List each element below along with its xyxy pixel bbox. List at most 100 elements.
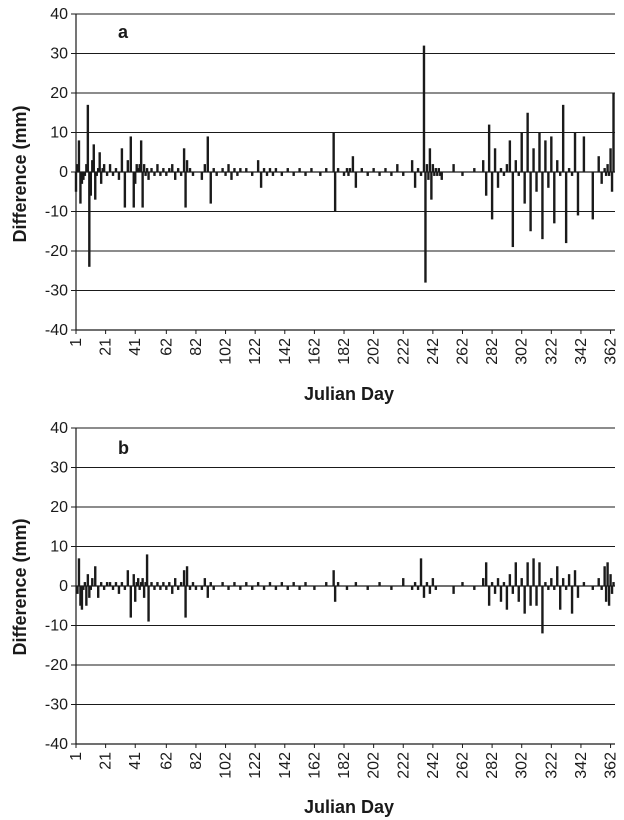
bar-b	[416, 586, 420, 590]
bar-a	[431, 164, 435, 172]
bar-b	[120, 582, 124, 586]
bar-a	[439, 172, 442, 176]
bar-a	[176, 168, 180, 172]
bar-b	[473, 586, 476, 590]
x-tick-label-b: 41	[127, 752, 144, 770]
bar-b	[410, 586, 414, 590]
bar-a	[424, 172, 427, 283]
bar-b	[573, 570, 577, 586]
bar-a	[212, 168, 215, 172]
bar-b	[99, 582, 103, 586]
bar-b	[221, 582, 224, 586]
bar-a	[437, 168, 440, 172]
bar-b	[97, 586, 100, 598]
bar-b	[511, 586, 515, 594]
bar-a	[490, 172, 494, 220]
bar-b	[245, 582, 248, 586]
bar-a	[351, 156, 355, 172]
bar-a	[511, 172, 515, 248]
bar-b	[520, 578, 523, 586]
bar-b	[179, 582, 183, 586]
bar-b	[191, 582, 195, 586]
bar-b	[134, 586, 137, 602]
bar-a	[224, 172, 227, 176]
bar-b	[434, 586, 438, 590]
y-tick-label-b: 10	[50, 539, 68, 556]
bar-b	[298, 586, 301, 590]
bar-a	[487, 124, 491, 172]
bar-a	[101, 168, 104, 172]
bar-a	[378, 172, 381, 176]
bar-b	[144, 582, 147, 586]
bar-a	[550, 136, 553, 172]
bar-a	[360, 168, 363, 172]
bar-a	[556, 160, 559, 172]
bar-b	[77, 558, 81, 586]
x-tick-label-a: 122	[247, 338, 264, 365]
bar-a	[390, 172, 393, 176]
bar-a	[184, 172, 187, 208]
bar-a	[440, 172, 443, 180]
bar-a	[171, 164, 174, 172]
bar-b	[114, 582, 118, 586]
bar-a	[520, 132, 523, 172]
bar-a	[354, 172, 358, 188]
bar-a	[508, 140, 512, 172]
bar-b	[570, 586, 574, 614]
bar-a	[76, 164, 79, 172]
bar-a	[493, 148, 497, 172]
bar-a	[191, 172, 195, 176]
bar-a	[333, 172, 337, 212]
bar-b	[487, 586, 491, 606]
x-tick-label-a: 242	[425, 338, 442, 365]
bar-a	[179, 172, 183, 176]
bar-b	[378, 582, 381, 586]
x-tick-label-a: 342	[573, 338, 590, 365]
bar-b	[76, 586, 79, 594]
bar-a	[434, 168, 438, 172]
bar-a	[271, 172, 275, 176]
bar-b	[336, 582, 340, 586]
bar-b	[251, 586, 254, 590]
bar-a	[416, 168, 420, 172]
x-tick-label-b: 182	[336, 752, 353, 779]
bar-a	[259, 172, 263, 188]
bar-b	[550, 578, 553, 586]
panel-label-b: b	[118, 438, 129, 458]
bar-b	[422, 586, 426, 598]
bar-b	[80, 586, 84, 610]
bar-b	[529, 586, 532, 606]
bar-a	[102, 164, 106, 172]
bar-a	[105, 172, 109, 176]
bar-b	[150, 582, 153, 586]
y-axis-label-a: Difference (mm)	[10, 105, 30, 242]
bar-a	[304, 172, 307, 176]
bar-b	[94, 566, 97, 586]
bar-a	[256, 160, 260, 172]
bar-a	[245, 168, 248, 172]
bar-b	[425, 582, 429, 586]
x-tick-label-a: 222	[395, 338, 412, 365]
bar-b	[526, 562, 529, 586]
panel-label-a: a	[118, 22, 129, 42]
bar-a	[612, 93, 615, 172]
bar-b	[582, 582, 586, 586]
y-tick-label-a: 0	[59, 164, 68, 181]
bar-a	[132, 172, 135, 208]
x-tick-label-a: 302	[514, 338, 531, 365]
bar-a	[570, 172, 574, 176]
bar-b	[142, 586, 146, 598]
x-tick-label-a: 162	[306, 338, 323, 365]
bar-b	[188, 586, 192, 590]
bar-a	[95, 172, 98, 176]
bar-b	[413, 582, 417, 586]
bar-a	[348, 168, 352, 172]
bar-a	[239, 168, 242, 172]
x-tick-label-a: 282	[484, 338, 501, 365]
bar-b	[111, 586, 115, 590]
x-tick-label-a: 262	[454, 338, 471, 365]
bar-b	[135, 582, 138, 586]
bar-a	[529, 172, 532, 232]
y-tick-label-a: 30	[50, 46, 68, 63]
bar-b	[496, 578, 500, 586]
